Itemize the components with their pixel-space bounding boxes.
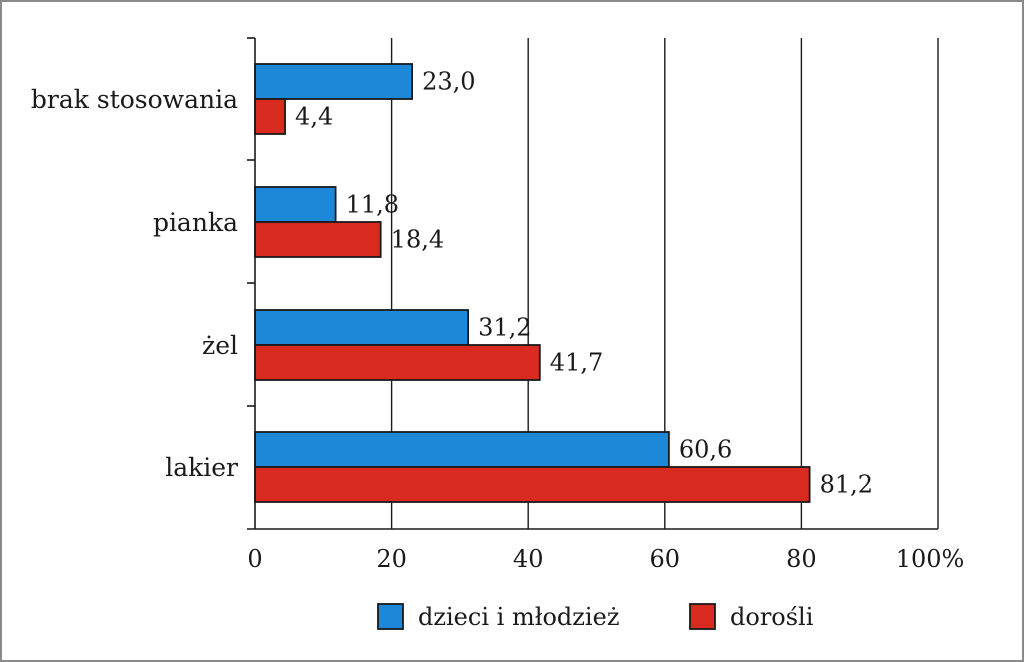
legend: dzieci i młodzież dorośli [377,603,814,631]
bar-dorosli-brak-stosowania [254,98,286,135]
bar-dzieci-i-mlodziez-lakier [254,431,670,468]
data-label-dzieci-i-mlodziez-pianka: 11,8 [346,191,399,219]
bar-dzieci-i-mlodziez-brak-stosowania [254,63,413,100]
data-label-dorosli-brak-stosowania: 4,4 [295,103,333,131]
data-label-dzieci-i-mlodziez-lakier: 60,6 [679,436,732,464]
axes [247,37,938,530]
x-tick-labels: 0 20 40 60 80 100% [247,545,964,573]
category-label-brak-stosowania: brak stosowania [31,85,238,114]
category-label-pianka: pianka [153,208,238,237]
x-tick-label-20: 20 [376,545,407,573]
x-tick-label-100: 100% [896,545,965,573]
data-label-dorosli-pianka: 18,4 [391,226,444,254]
legend-label-dzieci-i-mlodziez: dzieci i młodzież [418,603,619,631]
data-labels: 23,0 11,8 31,2 60,6 4,4 18,4 41,7 81,2 [295,68,873,499]
x-tick-label-0: 0 [247,545,262,573]
legend-swatch-dzieci-i-mlodziez [377,603,404,630]
x-tick-label-40: 40 [513,545,544,573]
bar-dorosli-pianka [254,221,382,258]
data-label-dorosli-lakier: 81,2 [820,471,873,499]
data-label-dorosli-zel: 41,7 [550,349,603,377]
legend-label-dorosli: dorośli [730,603,814,631]
legend-swatch-dorosli [689,603,716,630]
bar-dorosli-lakier [254,466,811,503]
category-labels: brak stosowania pianka żel lakier [31,85,238,482]
category-label-zel: żel [202,331,238,360]
data-label-dzieci-i-mlodziez-zel: 31,2 [478,314,531,342]
bar-dzieci-i-mlodziez-pianka [254,186,337,223]
bar-dorosli-zel [254,344,541,381]
bar-dzieci-i-mlodziez-zel [254,309,469,346]
x-tick-label-80: 80 [786,545,817,573]
x-tick-label-60: 60 [650,545,681,573]
data-label-dzieci-i-mlodziez-brak-stosowania: 23,0 [422,68,475,96]
category-label-lakier: lakier [165,453,238,482]
